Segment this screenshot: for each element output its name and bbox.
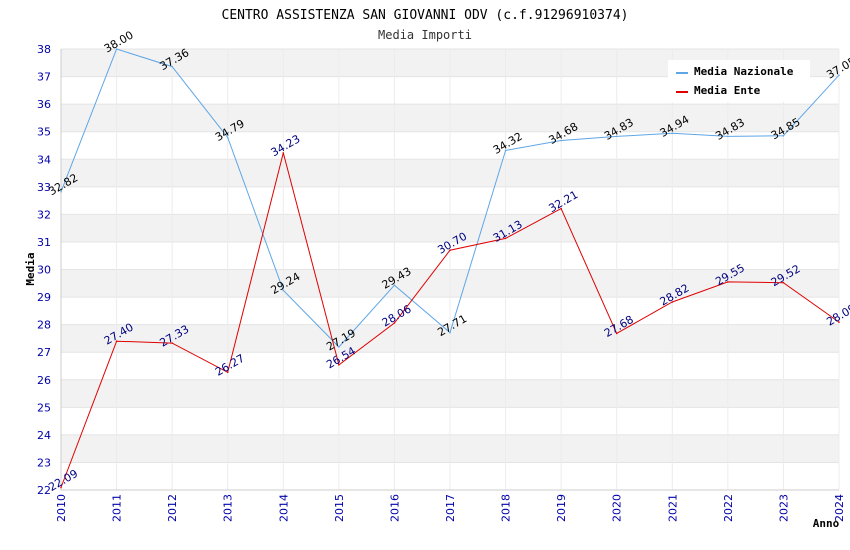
data-point [338,364,340,366]
data-point [782,135,785,137]
x-tick-label: 2022 [722,494,735,522]
data-point [171,65,173,68]
legend-label-media-nazionale: Media Nazionale [694,65,794,78]
x-tick-label: 2015 [333,494,346,522]
series-lines [60,48,840,489]
data-point [226,136,229,139]
x-tick-label: 2021 [666,494,679,522]
y-tick-label: 37 [37,71,51,84]
x-tick-label: 2020 [611,494,624,522]
y-axis-ticks: 22 23 24 25 26 27 28 29 30 31 32 33 34 35 36 37 38 [37,43,51,497]
x-tick-label: 2016 [388,494,401,522]
data-label: 34.23 [269,132,303,159]
data-point [727,135,729,138]
data-point [727,281,729,283]
y-tick-label: 22 [37,484,51,497]
legend: Media Nazionale Media Ente [668,60,810,102]
data-label: 34.32 [491,130,525,157]
data-point [338,346,340,348]
y-tick-label: 33 [37,181,51,194]
data-point [838,74,840,76]
data-label: 28.09 [824,302,850,329]
x-axis-ticks: 2010 2011 2012 2013 2014 2015 2016 2017 2018 2019… [55,494,846,522]
data-point [393,322,396,324]
x-tick-label: 2017 [444,494,457,522]
x-tick-label: 2014 [277,494,290,522]
y-tick-label: 25 [37,401,51,414]
y-tick-label: 27 [37,346,51,359]
legend-box [668,60,810,102]
y-tick-label: 24 [37,429,51,442]
data-point [115,340,118,342]
data-point [115,48,118,50]
y-tick-label: 36 [37,98,51,111]
x-tick-label: 2024 [833,494,846,522]
chart-title: CENTRO ASSISTENZA SAN GIOVANNI ODV (c.f.… [222,8,629,23]
x-tick-label: 2011 [111,494,124,522]
data-label: 32.21 [547,188,581,215]
axes [60,49,839,491]
data-point [615,332,618,335]
data-point [282,289,285,292]
x-tick-label: 2013 [222,494,235,522]
y-tick-label: 34 [37,153,51,166]
y-tick-label: 26 [37,374,51,387]
y-tick-label: 28 [37,319,51,332]
grid-bands [60,48,840,491]
chart-subtitle: Media Importi [378,28,472,42]
y-tick-label: 30 [37,264,51,277]
data-point [560,207,562,210]
data-point [171,342,173,344]
y-tick-label: 38 [37,43,51,56]
data-point [226,371,229,374]
x-tick-label: 2023 [777,494,790,522]
y-tick-label: 32 [37,208,51,221]
legend-label-media-ente: Media Ente [694,84,761,97]
y-axis-label: Media [24,252,37,285]
x-axis-label: Anno [813,517,840,530]
data-point [838,321,840,323]
x-tick-label: 2018 [500,494,513,522]
data-point [60,190,62,193]
data-point [782,281,785,284]
data-point [504,149,507,152]
data-label: 26.27 [213,352,247,379]
data-point [449,249,451,252]
data-point [615,135,618,138]
data-point [671,301,674,303]
data-point [504,237,507,240]
data-point [671,132,674,135]
x-tick-label: 2010 [55,494,68,522]
data-point [560,139,562,142]
data-point [60,486,62,489]
data-point [393,284,396,287]
x-tick-label: 2012 [166,494,179,522]
data-point [449,331,451,334]
x-tick-label: 2019 [555,494,568,522]
y-tick-label: 29 [37,291,51,304]
y-tick-label: 35 [37,126,51,139]
data-point [282,152,285,154]
y-tick-label: 31 [37,236,51,249]
y-tick-label: 23 [37,456,51,469]
